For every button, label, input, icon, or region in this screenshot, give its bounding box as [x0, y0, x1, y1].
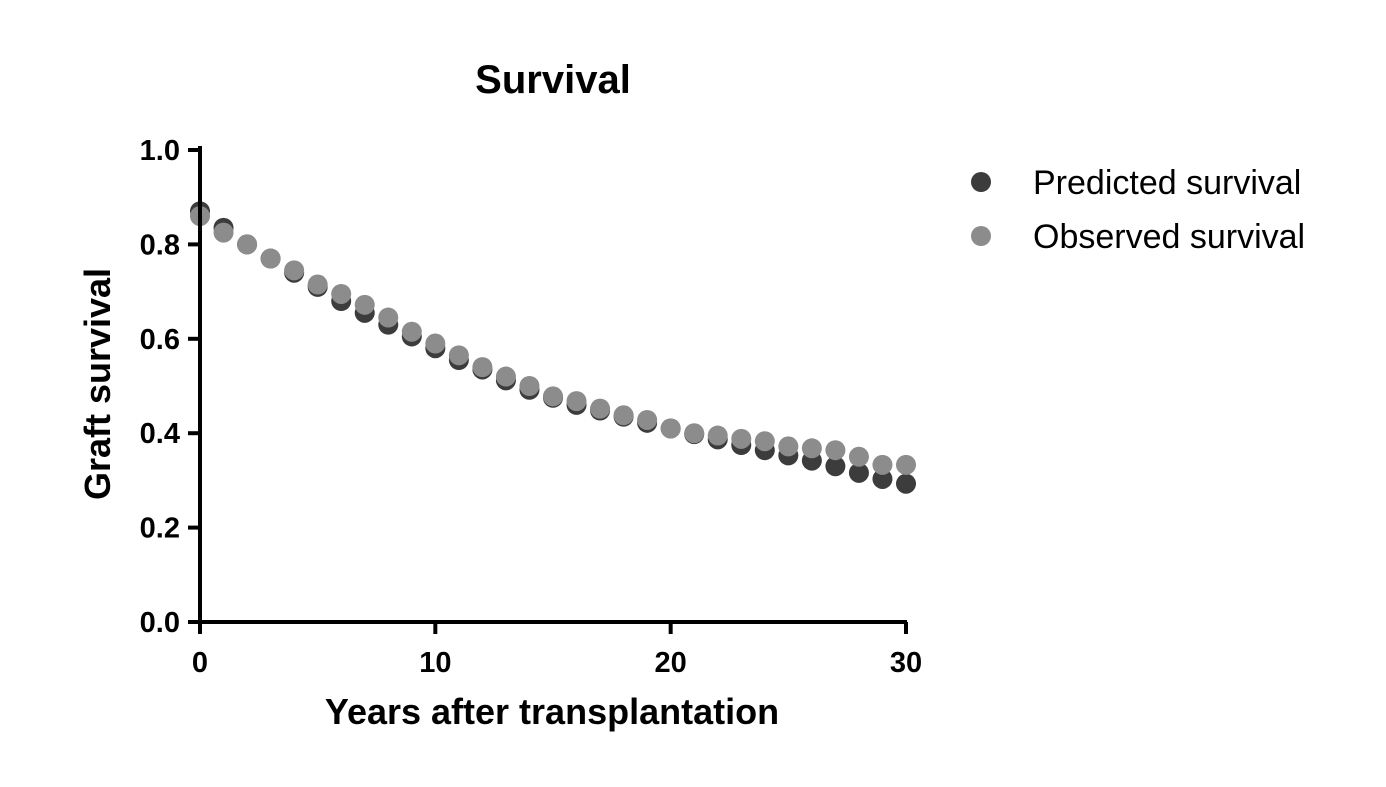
data-point [613, 405, 634, 426]
data-point [778, 436, 799, 457]
data-point [801, 438, 822, 459]
data-point [590, 398, 611, 419]
data-point [495, 366, 516, 387]
data-point [307, 274, 328, 295]
legend-marker [971, 172, 991, 192]
data-point [472, 357, 493, 378]
data-point [425, 333, 446, 354]
legend-label: Predicted survival [1033, 164, 1301, 202]
data-point [213, 222, 234, 243]
data-point [448, 345, 469, 366]
y-tick-label: 0.4 [140, 418, 180, 450]
data-point [872, 468, 893, 489]
data-point [848, 446, 869, 467]
data-point [354, 294, 375, 315]
y-tick-label: 0.0 [140, 607, 180, 639]
data-point [825, 440, 846, 461]
y-tick-label: 0.8 [140, 229, 180, 261]
data-point [519, 376, 540, 396]
data-point [331, 283, 352, 304]
data-point [754, 431, 775, 452]
data-point [660, 418, 681, 439]
legend-marker [971, 226, 991, 246]
data-point [378, 307, 399, 328]
data-point [707, 425, 728, 446]
data-point [284, 260, 305, 281]
data-point [848, 462, 869, 483]
y-axis-label: Graft survival [77, 268, 118, 500]
data-point [260, 248, 281, 269]
x-axis-label: Years after transplantation [325, 691, 779, 732]
plot-area [190, 201, 916, 494]
y-tick-label: 0.2 [140, 513, 180, 545]
data-point [896, 473, 916, 494]
data-point [731, 428, 752, 449]
chart-title: Survival [475, 58, 631, 102]
y-tick-label: 0.6 [140, 324, 180, 356]
data-point [684, 423, 705, 444]
legend: Predicted survival Observed survival [971, 164, 1305, 256]
legend-label: Observed survival [1033, 218, 1305, 256]
x-tick-label: 10 [419, 647, 451, 679]
y-ticks: 0.0 0.2 0.4 0.6 0.8 1.0 [140, 135, 200, 639]
data-point [237, 234, 258, 255]
data-point [896, 454, 916, 475]
data-point [825, 456, 846, 477]
x-tick-label: 20 [655, 647, 687, 679]
data-point [637, 409, 658, 430]
x-tick-label: 30 [890, 647, 922, 679]
y-tick-label: 1.0 [140, 135, 180, 167]
x-tick-label: 0 [192, 647, 208, 679]
series-observed [190, 206, 916, 475]
data-point [872, 454, 893, 475]
data-point [401, 321, 422, 342]
x-ticks: 0 10 20 30 [192, 622, 922, 679]
data-point [566, 391, 587, 412]
data-point [543, 386, 563, 407]
